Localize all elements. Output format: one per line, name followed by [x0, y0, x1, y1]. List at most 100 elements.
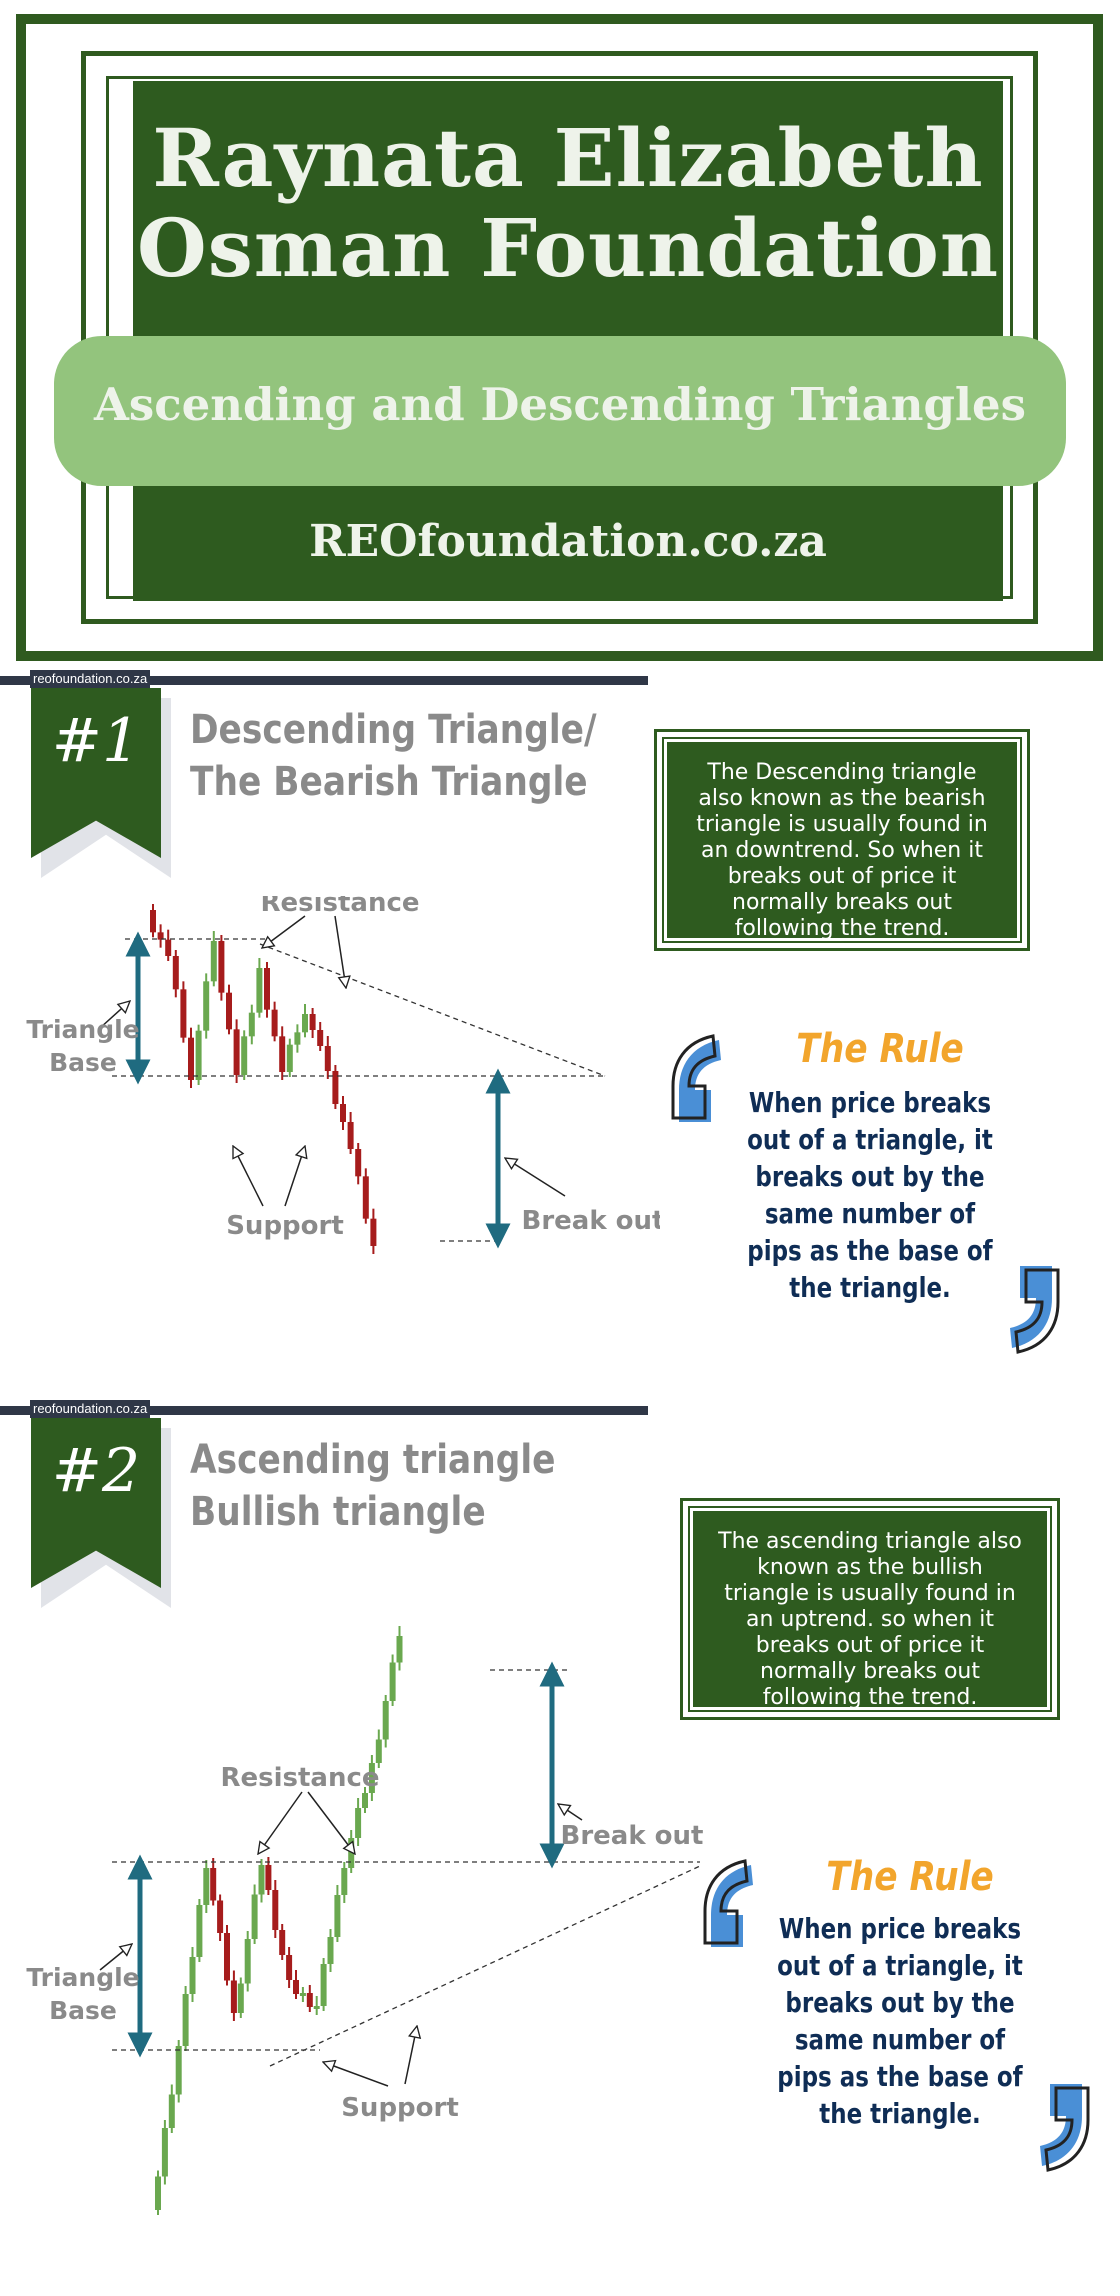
- callout-arrow-icon: [258, 1791, 303, 1854]
- candle-body: [340, 1104, 346, 1122]
- candle-body: [389, 1662, 396, 1701]
- candle-body: [317, 1030, 324, 1046]
- candle-body: [264, 968, 270, 1010]
- rule-text: When price breaks out of a triangle, it …: [747, 1086, 993, 1304]
- candle-body: [157, 932, 164, 940]
- candle-body: [362, 1793, 368, 1808]
- section-descending-triangle: reofoundation.co.za #1 Descending Triang…: [0, 670, 1120, 1366]
- candle-body: [309, 1014, 316, 1030]
- description-text: The ascending triangle also known as the…: [718, 1529, 1022, 1710]
- candle-body: [196, 1905, 203, 1957]
- candle-body: [370, 1218, 377, 1246]
- title-line-1: Raynata Elizabeth: [152, 111, 984, 205]
- rule-title: The Rule: [796, 1026, 964, 1072]
- candle-body: [172, 956, 179, 990]
- candle-body: [217, 1900, 224, 1933]
- website-link[interactable]: REOfoundation.co.za: [309, 516, 827, 567]
- candle-body: [355, 1808, 362, 1838]
- description-panel: The Descending triangle also known as th…: [667, 742, 1017, 941]
- section-number: #1: [51, 706, 141, 776]
- candle-body: [210, 941, 217, 982]
- candle-body: [396, 1636, 403, 1663]
- callout-arrow-icon: [284, 1146, 305, 1207]
- triangle-base-label-2: Base: [49, 1996, 117, 2025]
- candle-body: [362, 1176, 369, 1219]
- callout-arrow-icon: [307, 1791, 355, 1854]
- callout-arrow-icon: [262, 915, 306, 948]
- section-title: Ascending triangle Bullish triangle: [190, 1434, 555, 1538]
- candle-body: [286, 1044, 293, 1072]
- candle-body: [313, 2006, 320, 2009]
- candle-body: [355, 1149, 362, 1177]
- header-url-box: REOfoundation.co.za: [133, 486, 1003, 601]
- candle-body: [272, 1890, 279, 1930]
- callout-arrow-icon: [404, 2026, 417, 2085]
- candle-body: [334, 1895, 341, 1937]
- section-title: Descending Triangle/ The Bearish Triangl…: [190, 704, 597, 808]
- section-divider: [0, 676, 648, 685]
- ascending-triangle-chart: Resistance Support Triangle Base Break o…: [26, 1626, 704, 2215]
- candle-body: [271, 1009, 278, 1037]
- candlestick-series: [150, 904, 377, 1254]
- close-quote-icon: [1010, 1266, 1060, 1354]
- title-line-2: Osman Foundation: [137, 201, 999, 295]
- candle-body: [203, 981, 210, 1031]
- section-number: #2: [51, 1436, 141, 1506]
- section-divider: [0, 1406, 648, 1415]
- header-frame: [81, 51, 1038, 624]
- resistance-label: Resistance: [260, 896, 419, 918]
- candle-body: [320, 1964, 327, 2006]
- candle-body: [299, 1993, 306, 1996]
- candle-body: [382, 1701, 389, 1740]
- candle-body: [251, 1894, 258, 1939]
- descending-triangle-chart: Resistance Support Triangle Base Break o…: [26, 896, 660, 1254]
- open-quote-icon: [671, 1034, 721, 1122]
- candle-body: [168, 2094, 175, 2128]
- candle-body: [233, 1029, 240, 1075]
- description-box: The ascending triangle also known as the…: [680, 1498, 1060, 1720]
- candle-body: [375, 1739, 382, 1763]
- candle-body: [189, 1957, 196, 1994]
- candle-body: [210, 1868, 217, 1901]
- section-ascending-triangle: reofoundation.co.za #2 Ascending triangl…: [0, 1400, 1120, 2286]
- candle-body: [306, 1993, 313, 2007]
- candle-body: [203, 1868, 210, 1905]
- description-box: The Descending triangle also known as th…: [654, 729, 1030, 951]
- resistance-label: Resistance: [220, 1763, 379, 1793]
- candle-body: [332, 1071, 339, 1104]
- candle-body: [368, 1763, 375, 1793]
- candle-body: [188, 1037, 194, 1080]
- watermark: reofoundation.co.za: [30, 1400, 151, 1418]
- candle-body: [224, 1933, 230, 1981]
- candle-body: [248, 1012, 255, 1037]
- description-text: The Descending triangle also known as th…: [696, 760, 988, 941]
- candle-body: [302, 1014, 308, 1033]
- page-title: Raynata Elizabeth Osman Foundation: [133, 113, 1003, 293]
- triangle-base-label-2: Base: [49, 1048, 117, 1077]
- candle-body: [341, 1868, 348, 1895]
- watermark: reofoundation.co.za: [30, 670, 151, 688]
- rule-title: The Rule: [826, 1854, 994, 1900]
- candle-body: [348, 1838, 355, 1868]
- candlestick-series: [155, 1626, 403, 2215]
- candle-body: [347, 1122, 354, 1149]
- section-title-line-2: The Bearish Triangle: [190, 759, 588, 805]
- candle-body: [279, 1036, 286, 1072]
- break-out-label: Break out: [561, 1821, 704, 1851]
- support-label: Support: [341, 2093, 459, 2123]
- candle-body: [175, 2046, 182, 2095]
- candle-body: [150, 910, 156, 933]
- candle-body: [324, 1046, 331, 1071]
- callout-arrow-icon: [99, 1001, 130, 1029]
- header-banner: Raynata Elizabeth Osman Foundation REOfo…: [16, 14, 1103, 661]
- page-subtitle: Ascending and Descending Triangles: [94, 378, 1026, 431]
- support-trendline: [269, 1865, 701, 2067]
- candle-body: [226, 992, 232, 1030]
- candle-body: [237, 1983, 244, 2013]
- triangle-base-label-1: Triangle: [26, 1015, 139, 1044]
- break-out-label: Break out: [522, 1206, 660, 1236]
- description-panel: The ascending triangle also known as the…: [693, 1511, 1047, 1710]
- candle-body: [327, 1937, 334, 1964]
- close-quote-icon: [1040, 2084, 1090, 2172]
- support-label: Support: [226, 1211, 344, 1241]
